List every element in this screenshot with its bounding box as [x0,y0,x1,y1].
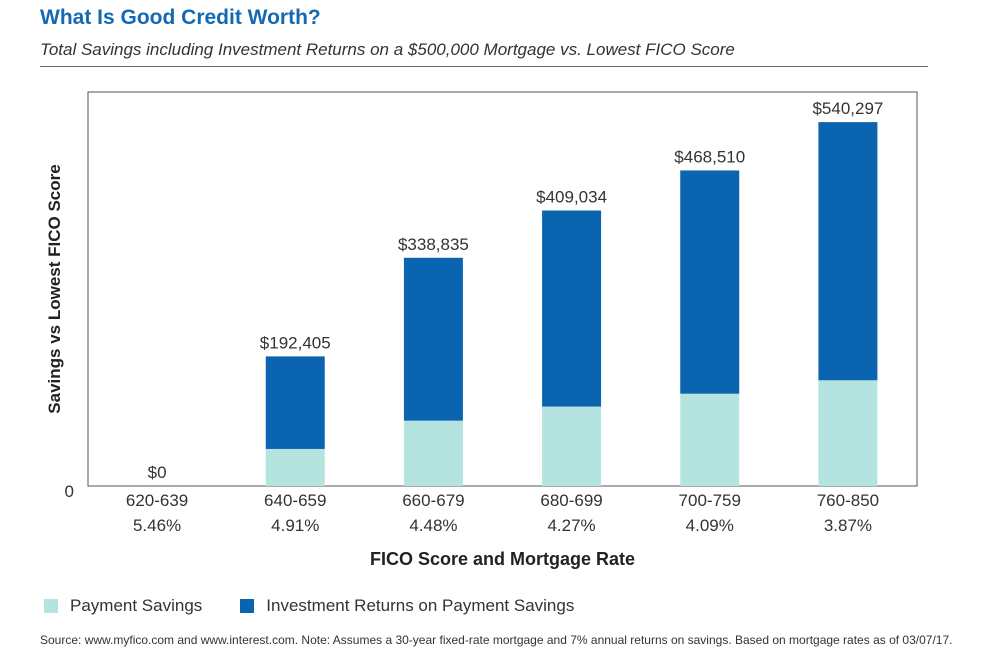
bar-payment-savings-640-659 [265,448,325,486]
legend-item-investment-returns: Investment Returns on Payment Savings [240,596,574,616]
source-note: Source: www.myfico.com and www.interest.… [40,633,953,647]
stacked-bar-chart: 0 Savings vs Lowest FICO Score $0 620-639 5.… [45,91,918,569]
total-label-700-759: $468,510 [674,147,745,166]
legend-label-investment-returns: Investment Returns on Payment Savings [266,596,575,615]
x-tick-rate-760-850: 3.87% [824,516,872,535]
bar-payment-savings-700-759 [680,393,740,486]
bar-payment-savings-660-679 [403,420,463,486]
x-tick-label-760-850: 760-850 [817,491,879,510]
total-label-640-659: $192,405 [260,333,331,352]
total-label-660-679: $338,835 [398,235,469,254]
total-label-680-699: $409,034 [536,188,607,207]
bar-investment-returns-760-850 [818,122,878,381]
x-tick-label-640-659: 640-659 [264,491,326,510]
legend-label-payment-savings: Payment Savings [70,596,203,615]
x-tick-rate-640-659: 4.91% [271,516,319,535]
legend-swatch-investment-returns [240,599,255,613]
x-tick-rate-620-639: 5.46% [133,516,181,535]
chart-subtitle: Total Savings including Investment Retur… [40,40,735,59]
x-tick-label-660-679: 660-679 [402,491,464,510]
x-tick-rate-660-679: 4.48% [409,516,457,535]
bar-payment-savings-680-699 [542,406,602,486]
legend-swatch-payment-savings [44,599,58,613]
y-tick-label-0: 0 [65,482,74,501]
x-axis-label: FICO Score and Mortgage Rate [370,549,635,569]
bar-payment-savings-760-850 [818,380,878,486]
bar-investment-returns-640-659 [265,356,325,449]
bar-investment-returns-660-679 [403,257,463,421]
legend-item-payment-savings: Payment Savings [44,596,202,616]
plot-frame [87,91,918,487]
bar-investment-returns-700-759 [680,170,740,394]
x-tick-label-680-699: 680-699 [540,491,602,510]
total-label-620-639: $0 [148,463,167,482]
chart-title: What Is Good Credit Worth? [40,6,321,29]
title-divider [40,66,928,67]
x-tick-rate-680-699: 4.27% [547,516,595,535]
total-label-760-850: $540,297 [812,99,883,118]
bar-investment-returns-680-699 [542,210,602,407]
x-tick-rate-700-759: 4.09% [686,516,734,535]
legend: Payment Savings Investment Returns on Pa… [44,596,612,616]
y-axis-label: Savings vs Lowest FICO Score [45,164,64,413]
x-tick-label-620-639: 620-639 [126,491,188,510]
x-tick-label-700-759: 700-759 [679,491,741,510]
